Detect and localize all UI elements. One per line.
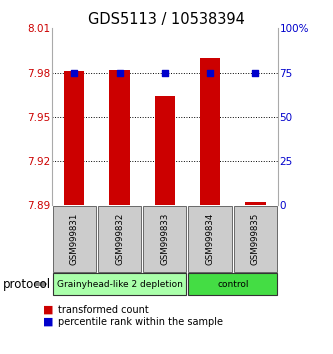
Point bbox=[117, 70, 122, 75]
Text: GSM999834: GSM999834 bbox=[205, 213, 215, 265]
Text: percentile rank within the sample: percentile rank within the sample bbox=[58, 317, 223, 327]
Text: GSM999832: GSM999832 bbox=[115, 213, 124, 265]
Bar bbox=[200, 58, 220, 205]
Text: GSM999831: GSM999831 bbox=[70, 213, 79, 265]
Point bbox=[72, 70, 77, 75]
Point bbox=[207, 70, 213, 75]
Text: GSM999835: GSM999835 bbox=[251, 213, 260, 265]
Text: GDS5113 / 10538394: GDS5113 / 10538394 bbox=[88, 12, 245, 27]
Bar bbox=[64, 71, 85, 205]
Bar bbox=[109, 70, 130, 205]
Text: ■: ■ bbox=[43, 317, 54, 327]
Bar bbox=[155, 96, 175, 205]
Text: transformed count: transformed count bbox=[58, 305, 149, 315]
Text: protocol: protocol bbox=[3, 278, 52, 291]
Text: ■: ■ bbox=[43, 305, 54, 315]
Bar bbox=[245, 202, 266, 205]
Text: Grainyhead-like 2 depletion: Grainyhead-like 2 depletion bbox=[57, 280, 182, 289]
Point bbox=[253, 70, 258, 75]
Text: control: control bbox=[217, 280, 248, 289]
Point bbox=[162, 70, 167, 75]
Text: GSM999833: GSM999833 bbox=[160, 213, 169, 265]
